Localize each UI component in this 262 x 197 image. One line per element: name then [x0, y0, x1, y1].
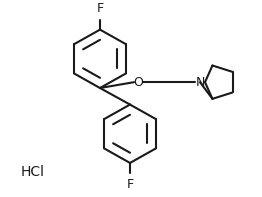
Text: HCl: HCl	[21, 165, 45, 179]
Text: O: O	[133, 76, 143, 89]
Text: N: N	[195, 76, 205, 89]
Text: F: F	[96, 2, 103, 15]
Text: F: F	[127, 177, 134, 190]
